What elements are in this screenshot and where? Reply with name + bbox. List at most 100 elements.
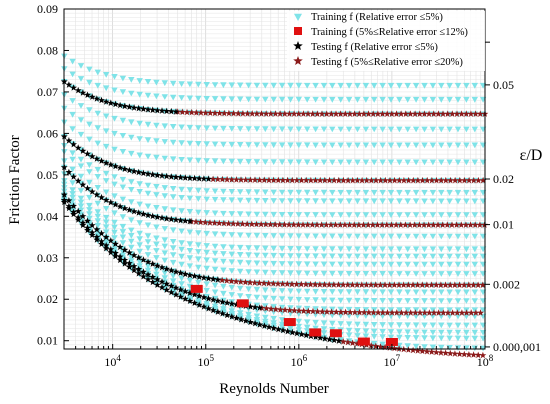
testing-marker <box>88 231 96 238</box>
training-marker <box>362 333 370 340</box>
training-marker <box>86 121 93 128</box>
testing-marker <box>177 293 184 300</box>
testing-marker <box>74 144 82 151</box>
testing-marker <box>126 259 133 267</box>
training-marker <box>295 246 302 252</box>
testing-high-error-marker <box>353 340 361 347</box>
training-marker <box>320 326 328 333</box>
training-marker <box>211 210 219 217</box>
training-curve <box>61 185 487 268</box>
training-marker <box>429 322 437 329</box>
training-marker <box>371 212 378 218</box>
training-marker <box>421 322 428 329</box>
training-marker <box>211 196 219 203</box>
testing-high-error-marker <box>265 279 273 287</box>
testing-high-error-marker <box>435 309 443 316</box>
training-marker <box>371 96 378 103</box>
training-marker <box>77 195 85 202</box>
testing-marker <box>200 293 208 301</box>
training-marker <box>471 246 478 253</box>
training-marker <box>438 126 445 133</box>
training-marker <box>454 271 462 277</box>
training-marker <box>429 126 437 133</box>
training-marker <box>203 210 210 216</box>
testing-high-error-marker <box>416 309 424 316</box>
training-marker <box>195 141 202 147</box>
testing-marker <box>84 226 91 234</box>
training-marker <box>178 246 185 253</box>
training-marker <box>136 263 143 269</box>
training-marker <box>287 261 294 267</box>
training-marker <box>412 212 420 218</box>
training-marker <box>295 189 302 196</box>
testing-high-error-marker <box>197 109 205 116</box>
training-marker <box>379 298 386 304</box>
training-marker <box>329 159 336 166</box>
training-marker <box>362 321 370 328</box>
training-marker <box>379 126 386 133</box>
training-marker <box>454 96 462 103</box>
training-marker <box>170 124 177 130</box>
y-tick-label: 0.03 <box>37 251 58 265</box>
legend-label: Testing f (5%≤Relative error ≤20%) <box>311 57 463 68</box>
training-marker <box>446 335 453 342</box>
training-marker <box>144 79 152 85</box>
training-marker <box>77 173 85 180</box>
training-marker <box>379 253 386 260</box>
training-marker <box>128 217 135 224</box>
training-marker <box>220 267 227 274</box>
training-marker <box>178 186 185 193</box>
training-marker <box>153 271 160 278</box>
training-high-error-marker <box>190 284 203 293</box>
training-marker <box>136 201 143 208</box>
testing-high-error-marker <box>383 221 391 228</box>
training-marker <box>77 188 85 194</box>
testing-high-error-marker <box>414 281 421 288</box>
testing-high-error-marker <box>295 110 303 117</box>
testing-high-error-marker <box>316 281 324 288</box>
training-curve <box>61 181 487 260</box>
training-marker <box>153 248 160 254</box>
training-marker <box>438 96 445 103</box>
training-curve <box>61 53 487 89</box>
training-marker <box>354 142 361 149</box>
testing-marker <box>251 303 259 311</box>
training-marker <box>396 126 403 133</box>
testing-high-error-marker <box>288 176 296 184</box>
training-marker <box>278 245 286 252</box>
training-marker <box>446 189 453 196</box>
training-curve <box>61 92 487 133</box>
training-marker <box>454 126 462 133</box>
x-axis-label: Reynolds Number <box>219 381 329 397</box>
testing-high-error-marker <box>465 351 473 358</box>
training-marker <box>320 297 328 304</box>
training-marker <box>337 233 344 240</box>
training-marker <box>220 297 227 304</box>
testing-high-error-marker <box>237 176 245 183</box>
training-marker <box>438 159 445 166</box>
testing-high-error-marker <box>318 221 326 228</box>
testing-high-error-marker <box>419 176 426 184</box>
training-marker <box>278 233 286 239</box>
training-marker <box>371 307 378 313</box>
testing-marker <box>167 282 175 289</box>
training-marker <box>211 258 219 264</box>
testing-marker <box>265 323 273 330</box>
training-marker <box>329 246 336 253</box>
training-marker <box>94 222 101 229</box>
testing-high-error-marker <box>365 110 372 117</box>
training-marker <box>387 126 395 133</box>
training-marker <box>362 233 370 240</box>
training-marker <box>471 142 478 149</box>
training-marker <box>379 212 386 218</box>
training-marker <box>178 275 185 282</box>
training-marker <box>86 107 93 113</box>
testing-high-error-marker <box>421 309 429 316</box>
training-marker <box>412 329 420 336</box>
training-marker <box>471 96 478 103</box>
testing-high-error-marker <box>383 110 391 117</box>
training-marker <box>253 286 261 293</box>
training-marker <box>463 289 470 296</box>
training-marker <box>312 246 319 252</box>
testing-high-error-marker <box>318 110 326 117</box>
